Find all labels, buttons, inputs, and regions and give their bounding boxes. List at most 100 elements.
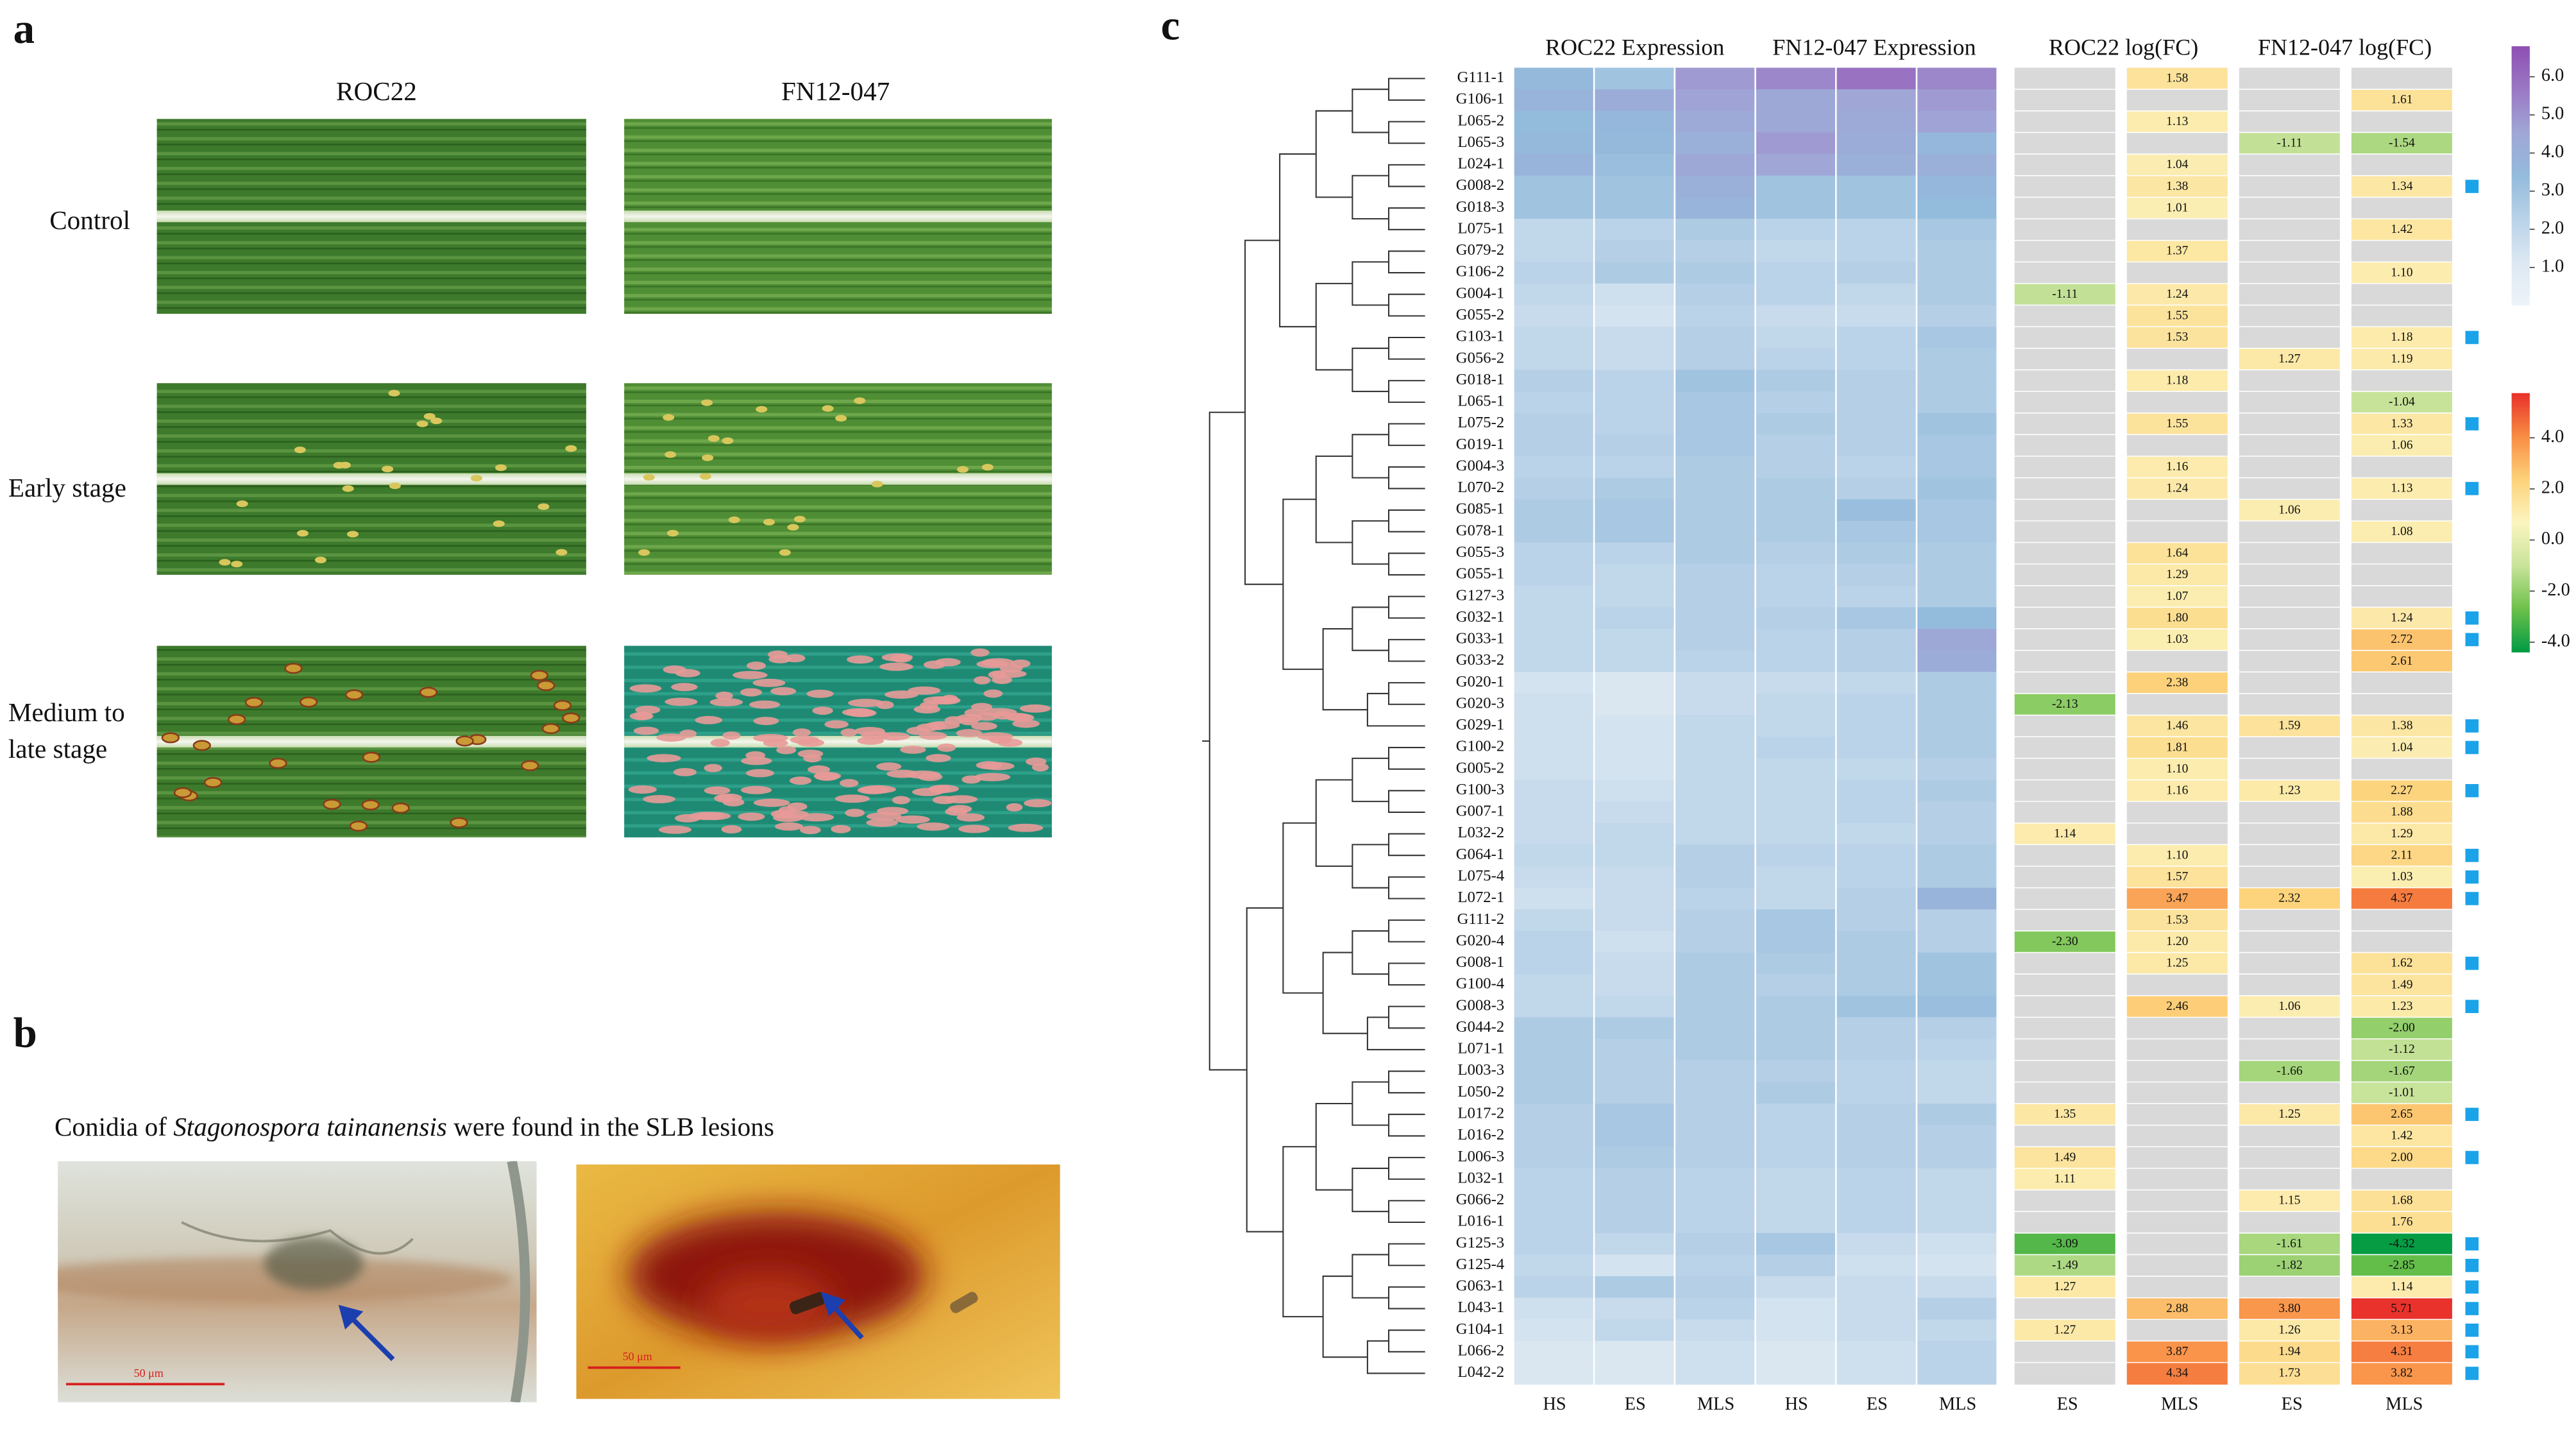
heatmap-cell [1595,434,1674,457]
logfc-cell [2014,391,2115,414]
heatmap-cell [1675,542,1755,565]
heatmap-cell [1595,823,1674,846]
heatmap-cell [1917,1276,1997,1299]
heatmap-cell [1836,1125,1916,1148]
heatmap-cell [1756,370,1835,392]
heatmap-cell [1756,758,1835,781]
heatmap-cell [1675,456,1755,479]
logfc-cell [2239,154,2340,176]
gene-label: G029-1 [1456,716,1504,733]
logfc-label: 3.13 [2391,1323,2412,1336]
logfc-label: 2.61 [2391,654,2412,668]
heatmap-cell [1836,1340,1916,1363]
heatmap-cell [1675,844,1755,867]
logfc-cell [2126,844,2228,867]
lesion [740,785,772,794]
gene-label: G004-3 [1456,457,1504,474]
color-bar-label: 4.0 [2541,427,2564,447]
color-bar [2511,46,2530,306]
heatmap-cell [1675,693,1755,716]
gene-label: G019-1 [1456,436,1504,453]
logfc-cell [2014,434,2115,457]
logfc-cell [2126,1039,2228,1061]
heatmap-cell [1756,823,1835,846]
logfc-cell [2126,1297,2228,1320]
logfc-cell [2014,1039,2115,1061]
heatmap-cell [1514,974,1593,996]
heatmap-cell [1836,1060,1916,1083]
logfc-cell [2239,672,2340,694]
heatmap-cell [1756,1017,1835,1039]
lesion [749,700,781,709]
logfc-label: 1.03 [2391,870,2412,883]
heatmap-cell [1836,564,1916,586]
heatmap-cell [1595,1276,1674,1299]
heatmap-cell [1917,456,1997,479]
heatmap-cell [1514,995,1593,1018]
lesion [416,420,428,427]
caption-text: Conidia of [55,1112,173,1141]
heatmap-cell [1756,1147,1835,1169]
logfc-cell [2351,1233,2452,1256]
row-label: late stage [8,734,107,764]
heatmap-cell [1917,327,1997,349]
logfc-cell [2239,413,2340,436]
logfc-label: 1.81 [2166,740,2188,754]
heatmap-cell [1756,197,1835,219]
lesion [846,655,874,664]
logfc-cell [2351,801,2452,824]
heatmap-cell [1917,1340,1997,1363]
stage-label: HS [1543,1394,1566,1414]
heatmap-cell [1675,262,1755,284]
dendrogram-branch [1388,962,1425,986]
logfc-cell [2351,218,2452,241]
logfc-cell [2014,327,2115,349]
heatmap-cell [1756,564,1835,586]
heatmap-cell [1675,1362,1755,1385]
lesion [974,772,1011,781]
logfc-cell [2014,909,2115,932]
gene-label: G020-1 [1456,673,1504,690]
logfc-label: 1.27 [2054,1280,2076,1293]
heatmap-cell [1595,1168,1674,1191]
logfc-cell [2351,823,2452,846]
logfc-cell [2126,348,2228,371]
lesion [391,802,410,814]
heatmap-cell [1836,283,1916,306]
lesion [981,658,1015,667]
logfc-cell [2239,909,2340,932]
lesion [455,735,474,747]
row-label: Early stage [8,473,126,502]
lesion [962,775,981,784]
heatmap-cell [1756,391,1835,414]
heatmap-cell [1675,520,1755,543]
lesion [857,786,890,795]
heatmap-cell [1917,693,1997,716]
logfc-cell [2239,456,2340,479]
gene-label: G008-3 [1456,996,1504,1014]
heatmap-cell [1675,348,1755,371]
heatmap-cell [1675,1082,1755,1104]
heatmap-cell [1595,154,1674,176]
dendrogram-branch [1352,434,1389,479]
heatmap-cell [1514,1168,1593,1191]
color-bar-label: 6.0 [2541,65,2564,85]
heatmap-cell [1514,456,1593,479]
logfc-label: 2.00 [2391,1150,2412,1164]
lesion [1031,763,1049,772]
heatmap-cell [1675,1060,1755,1083]
logfc-label: 1.38 [2166,180,2188,193]
logfc-cell [2351,585,2452,608]
color-bar-label: 5.0 [2541,104,2564,124]
significance-marker [2465,1302,2479,1315]
logfc-label: 1.53 [2166,330,2188,344]
lesion [722,731,741,740]
heatmap-cell [1917,564,1997,586]
heatmap-cell [1917,413,1997,436]
heatmap-cell [1836,327,1916,349]
gene-label: G005-2 [1456,759,1504,776]
heatmap-cell [1836,348,1916,371]
lesion [388,389,400,397]
logfc-cell [2351,693,2452,716]
logfc-cell [2351,391,2452,414]
